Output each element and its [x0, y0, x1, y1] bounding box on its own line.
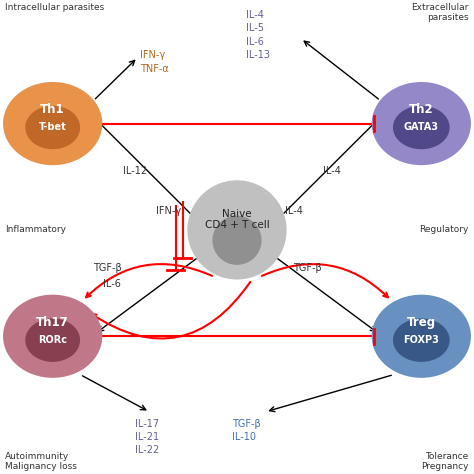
Text: FOXP3: FOXP3: [403, 335, 439, 345]
Text: IFN-γ: IFN-γ: [140, 50, 165, 60]
Text: Intracellular parasites: Intracellular parasites: [5, 3, 105, 12]
Text: IL-22: IL-22: [136, 446, 160, 456]
Text: TNF-α: TNF-α: [140, 64, 169, 73]
Text: IL-13: IL-13: [246, 50, 271, 60]
Ellipse shape: [372, 295, 471, 378]
Text: TGF-β: TGF-β: [293, 263, 322, 273]
Ellipse shape: [372, 82, 471, 165]
Text: T-bet: T-bet: [39, 122, 66, 133]
Text: Regulatory: Regulatory: [419, 226, 469, 235]
Text: TGF-β: TGF-β: [232, 419, 261, 429]
Text: IL-6: IL-6: [246, 36, 264, 46]
Text: Th2: Th2: [409, 103, 434, 116]
Text: IL-4: IL-4: [246, 10, 264, 20]
Ellipse shape: [393, 106, 450, 149]
Text: RORc: RORc: [38, 335, 67, 345]
Text: Inflammatory: Inflammatory: [5, 226, 66, 235]
Ellipse shape: [25, 319, 80, 362]
Text: IL-4: IL-4: [323, 166, 340, 176]
Text: Naive
CD4 + T cell: Naive CD4 + T cell: [205, 209, 269, 230]
Ellipse shape: [187, 180, 287, 280]
Text: IFN-γ: IFN-γ: [156, 206, 181, 216]
Ellipse shape: [3, 82, 102, 165]
Text: IL-6: IL-6: [103, 279, 121, 289]
Text: TGF-β: TGF-β: [92, 263, 121, 273]
Ellipse shape: [25, 106, 80, 149]
Text: IL-17: IL-17: [136, 419, 160, 429]
Ellipse shape: [212, 216, 262, 265]
Text: Extracellular
parasites: Extracellular parasites: [411, 3, 469, 22]
Text: IL-10: IL-10: [232, 432, 256, 442]
Text: Treg: Treg: [407, 316, 436, 328]
Text: IL-5: IL-5: [246, 23, 264, 33]
Text: IL-12: IL-12: [123, 166, 147, 176]
Text: Th1: Th1: [40, 103, 65, 116]
Text: Th17: Th17: [36, 316, 69, 328]
Text: IL-21: IL-21: [136, 432, 160, 442]
Text: Autoimmunity
Malignancy loss: Autoimmunity Malignancy loss: [5, 452, 77, 471]
Ellipse shape: [393, 319, 450, 362]
Text: GATA3: GATA3: [404, 122, 439, 133]
Ellipse shape: [3, 295, 102, 378]
Text: Tolerance
Pregnancy: Tolerance Pregnancy: [421, 452, 469, 471]
Text: IL-4: IL-4: [285, 206, 303, 216]
